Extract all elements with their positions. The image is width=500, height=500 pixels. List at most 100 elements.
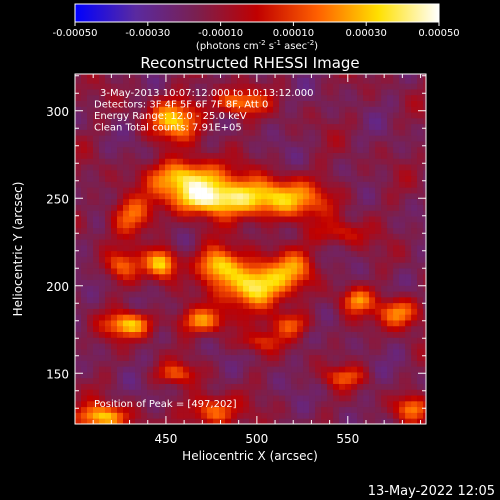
heatmap-cell: [423, 291, 427, 298]
heatmap-cell: [297, 164, 304, 171]
heatmap-cell: [129, 77, 136, 84]
heatmap-cell: [261, 400, 268, 408]
heatmap-cell: [267, 389, 274, 396]
heatmap-cell: [207, 227, 214, 234]
heatmap-cell: [93, 412, 100, 419]
heatmap-cell: [423, 169, 427, 177]
heatmap-cell: [273, 406, 280, 413]
heatmap-cell: [81, 377, 88, 384]
heatmap-cell: [387, 366, 394, 373]
heatmap-cell: [321, 285, 328, 292]
heatmap-cell: [369, 383, 376, 390]
heatmap-cell: [159, 389, 166, 396]
heatmap-cell: [237, 129, 244, 136]
heatmap-cell: [423, 337, 427, 344]
heatmap-cell: [129, 383, 136, 390]
heatmap-cell: [201, 89, 208, 96]
heatmap-cell: [141, 187, 148, 194]
heatmap-cell: [273, 389, 280, 396]
heatmap-cell: [399, 198, 406, 205]
heatmap-cell: [201, 239, 208, 246]
heatmap-cell: [243, 198, 250, 205]
heatmap-cell: [219, 175, 226, 182]
heatmap-cell: [339, 320, 346, 327]
heatmap-cell: [147, 343, 154, 350]
heatmap-cell: [399, 164, 406, 171]
heatmap-cell: [375, 360, 382, 367]
heatmap-cell: [321, 233, 328, 240]
heatmap-cell: [183, 325, 190, 332]
heatmap-cell: [219, 106, 226, 113]
heatmap-cell: [159, 146, 166, 153]
heatmap-cell: [189, 83, 196, 90]
heatmap-cell: [267, 291, 274, 298]
heatmap-cell: [273, 123, 280, 130]
heatmap-cell: [393, 383, 400, 390]
heatmap-cell: [375, 418, 382, 425]
heatmap-cell: [273, 216, 280, 223]
heatmap-cell: [201, 100, 208, 107]
heatmap-cell: [309, 383, 316, 390]
heatmap-cell: [255, 285, 262, 292]
heatmap-cell: [219, 377, 226, 384]
heatmap-cell: [369, 146, 376, 153]
heatmap-cell: [177, 354, 184, 361]
heatmap-cell: [405, 406, 412, 413]
heatmap-cell: [273, 273, 280, 281]
heatmap-cell: [93, 325, 100, 332]
heatmap-cell: [315, 181, 322, 188]
heatmap-cell: [357, 239, 364, 246]
heatmap-cell: [219, 74, 226, 78]
heatmap-cell: [291, 77, 298, 84]
heatmap-cell: [225, 106, 232, 113]
heatmap-cell: [135, 418, 142, 425]
heatmap-cell: [345, 366, 352, 373]
heatmap-cell: [183, 320, 190, 327]
heatmap-cell: [75, 135, 82, 142]
heatmap-cell: [225, 360, 232, 367]
heatmap-cell: [117, 89, 124, 96]
heatmap-cell: [297, 418, 304, 425]
heatmap-cell: [171, 129, 178, 136]
heatmap-cell: [411, 302, 418, 309]
heatmap-cell: [81, 406, 88, 413]
heatmap-cell: [201, 418, 208, 425]
heatmap-cell: [99, 210, 106, 217]
x-tick-label: 550: [336, 432, 359, 446]
heatmap-cell: [273, 233, 280, 240]
heatmap-cell: [279, 291, 286, 298]
heatmap-cell: [285, 302, 292, 309]
heatmap-cell: [201, 198, 208, 205]
heatmap-cell: [393, 302, 400, 309]
heatmap-cell: [345, 268, 352, 275]
heatmap-cell: [99, 250, 106, 257]
heatmap-cell: [273, 395, 280, 402]
heatmap-cell: [189, 268, 196, 275]
heatmap-cell: [237, 158, 244, 165]
heatmap-cell: [387, 406, 394, 413]
heatmap-cell: [147, 250, 154, 257]
heatmap-cell: [417, 169, 424, 177]
heatmap-cell: [213, 366, 220, 373]
heatmap-cell: [99, 129, 106, 136]
heatmap-cell: [153, 141, 160, 148]
heatmap-cell: [153, 181, 160, 188]
heatmap-cell: [411, 354, 418, 361]
heatmap-cell: [285, 348, 292, 356]
heatmap-cell: [195, 291, 202, 298]
heatmap-cell: [357, 308, 364, 315]
heatmap-cell: [213, 354, 220, 361]
heatmap-cell: [273, 302, 280, 309]
heatmap-cell: [171, 216, 178, 223]
heatmap-cell: [75, 239, 82, 246]
heatmap-cell: [81, 331, 88, 338]
annotation-line: Detectors: 3F 4F 5F 6F 7F 8F, Att 0: [94, 100, 268, 111]
heatmap-cell: [225, 273, 232, 281]
heatmap-cell: [255, 74, 262, 78]
heatmap-cell: [321, 193, 328, 200]
heatmap-cell: [219, 331, 226, 338]
heatmap-cell: [165, 164, 172, 171]
heatmap-cell: [183, 135, 190, 142]
heatmap-cell: [315, 94, 322, 101]
heatmap-cell: [165, 279, 172, 286]
